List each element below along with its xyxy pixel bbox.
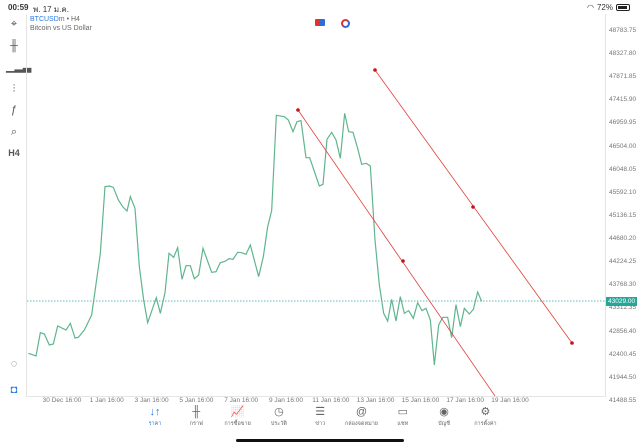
date: พ. 17 ม.ค. [33,5,69,14]
function-icon[interactable]: ƒ [10,104,18,116]
symbol-timeframe: • H4 [66,16,80,23]
nav-label: การตั้งค่า [474,421,497,427]
chart-area[interactable] [26,14,607,397]
price-tick: 43768.30 [609,281,637,289]
trendline-handle[interactable] [401,259,405,263]
nav-label: ราคา [148,421,162,427]
history-icon: ◷ [274,406,284,418]
trendline-handle[interactable] [570,341,574,345]
price-tick: 48327.80 [609,50,637,58]
current-price-label: 43029.00 [606,297,638,306]
price-tick: 41488.55 [609,396,637,404]
price-tick: 46504.00 [609,142,637,150]
sliders-icon[interactable]: ⫶ [12,82,16,95]
time-tick: 30 Dec 16:00 [42,397,82,404]
objects-icon[interactable]: ⌕ [10,125,18,138]
nav-label: บัญชี [438,421,451,427]
price-tick: 48783.75 [609,27,637,34]
price-tick: 43312.35 [609,304,637,312]
time-tick: 1 Jan 16:00 [89,397,124,404]
price-tick: 45136.15 [609,211,637,219]
nav-history[interactable]: ◷ ประวัติ [254,405,304,428]
nav-label: ข่าว [315,421,326,427]
settings-icon: ⚙ [480,406,491,418]
trade-icon: 📈 [230,406,245,418]
price-tick: 45592.10 [609,188,637,196]
nav-quotes[interactable]: ↓↑ ราคา [130,405,180,428]
trendline-handle[interactable] [296,108,300,112]
time-tick: 9 Jan 16:00 [269,397,303,404]
price-tick: 44680.20 [609,235,637,243]
crosshair-icon[interactable]: ⌖ [10,18,18,30]
one-click-trading-icon[interactable] [315,19,325,26]
time-tick: 3 Jan 16:00 [134,397,169,404]
symbol-code[interactable]: BTCUSDm [30,16,65,23]
time-tick: 5 Jan 16:00 [179,397,214,404]
nav-label: กราฟ [189,421,203,427]
chat-icon: ▭ [397,406,408,418]
price-chart [27,68,607,397]
time-tick: 19 Jan 16:00 [491,397,529,404]
market-depth-icon[interactable] [341,19,350,28]
symbol-description: Bitcoin vs US Dollar [30,25,92,32]
price-tick: 44224.25 [609,258,637,266]
price-tick: 42856.40 [609,327,637,335]
price-tick: 41944.50 [609,373,637,381]
time-tick: 13 Jan 16:00 [356,397,395,404]
time-tick: 11 Jan 16:00 [312,397,350,404]
price-tick: 46959.95 [609,119,637,127]
nav-trade[interactable]: 📈 การซื้อขาย [213,405,263,428]
trendline-handle[interactable] [471,205,475,209]
price-line [28,113,483,366]
timeframe-label[interactable]: H4 [8,148,20,158]
clock: 00:59 [8,3,29,12]
candlestick-icon[interactable]: ╫ [10,39,18,52]
battery-icon [616,4,630,11]
news-icon: ☰ [315,406,326,418]
nav-settings[interactable]: ⚙ การตั้งค่า [460,405,510,428]
price-tick: 47415.90 [609,96,637,104]
bottom-nav: ↓↑ ราคา ╫ กราฟ 📈 การซื้อขาย ◷ ประวัติ ☰ ข่าว @ กล่อ… [0,405,640,433]
account-icon: ◉ [439,406,449,418]
mailbox-icon: @ [355,406,368,418]
price-tick: 42400.45 [609,350,637,358]
nav-news[interactable]: ☰ ข่าว [295,405,345,428]
wifi-icon: ◠ [587,3,594,12]
chart-toolbar: ⌖ ╫ ▁▂▃ ⫶ ƒ ⌕ H4 [0,14,32,402]
trendline-handle[interactable] [373,68,377,72]
time-tick: 7 Jan 16:00 [224,397,259,404]
nav-label: ประวัติ [270,421,287,427]
status-bar: 00:59 พ. 17 ม.ค. ◠ 72% [0,0,640,14]
nav-label: กล่องจดหมาย [344,421,379,427]
broker-logo-icon[interactable]: ◘ [10,384,18,396]
time-tick: 17 Jan 16:00 [446,397,484,404]
chart-icon: ╫ [192,406,201,418]
nav-mailbox[interactable]: @ กล่องจดหมาย [337,405,387,428]
trade-signals-icon[interactable]: ◌ [10,358,18,370]
nav-account[interactable]: ◉ บัญชี [419,405,469,428]
home-indicator [236,439,404,442]
price-tick: 47871.85 [609,73,637,81]
nav-label: แชท [397,421,409,427]
battery-percent: 72% [596,3,613,12]
quotes-icon: ↓↑ [149,406,161,418]
nav-chat[interactable]: ▭ แชท [378,405,428,428]
indicators-icon[interactable]: ▁▂▃ [6,61,32,73]
symbol-info: BTCUSDm • H4 Bitcoin vs US Dollar [30,15,92,33]
trendline-1 [297,109,496,397]
price-tick: 46048.05 [609,165,637,173]
nav-label: การซื้อขาย [224,421,251,427]
nav-chart[interactable]: ╫ กราฟ [171,405,221,428]
time-tick: 15 Jan 16:00 [401,397,440,404]
